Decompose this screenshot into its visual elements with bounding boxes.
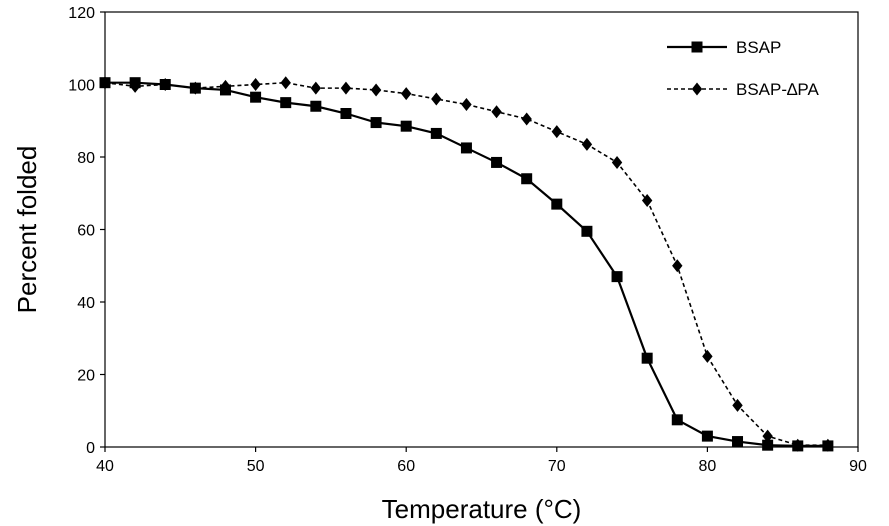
data-point	[822, 438, 834, 452]
data-point	[461, 97, 472, 111]
data-point	[551, 125, 562, 139]
data-point	[129, 79, 141, 93]
data-point	[250, 78, 261, 91]
data-point	[581, 137, 593, 151]
data-point	[551, 198, 563, 210]
y-tick-label: 120	[68, 5, 95, 22]
data-point	[521, 112, 532, 126]
data-point	[400, 120, 412, 132]
legend-item: BSAP-∆PA	[667, 80, 819, 99]
x-tick-label: 40	[96, 458, 114, 475]
y-tick-label: 0	[86, 440, 95, 457]
series-line	[105, 81, 828, 448]
y-tick-label: 60	[77, 223, 95, 240]
y-tick-label: 40	[77, 295, 95, 312]
data-point	[671, 414, 683, 426]
legend-label: BSAP-∆PA	[736, 80, 819, 99]
data-point	[611, 271, 623, 283]
data-point	[370, 117, 382, 129]
legend: BSAP BSAP-∆PA	[667, 38, 819, 99]
data-point	[581, 225, 593, 237]
data-point	[762, 439, 774, 451]
data-point	[220, 79, 231, 93]
data-point	[701, 430, 713, 442]
x-tick-label: 90	[849, 458, 867, 475]
y-tick-label: 20	[77, 368, 95, 385]
data-point	[491, 105, 502, 119]
data-point	[401, 87, 412, 101]
data-point	[280, 76, 291, 90]
x-tick-label: 70	[548, 458, 566, 475]
y-tick-label: 80	[77, 150, 95, 167]
data-point	[672, 259, 683, 273]
data-point	[430, 127, 442, 139]
series-layer	[99, 76, 834, 452]
data-point	[762, 429, 773, 443]
data-point	[732, 436, 744, 448]
x-axis-ticks: 40 50 60 70 80 90	[96, 447, 867, 475]
data-point	[611, 155, 623, 169]
data-point	[792, 438, 803, 452]
data-point	[250, 91, 262, 103]
data-point	[641, 194, 653, 207]
x-axis-title: Temperature (°C)	[382, 494, 582, 524]
data-point	[702, 349, 713, 363]
data-point	[340, 81, 352, 95]
data-point	[431, 92, 442, 106]
data-point	[340, 108, 352, 119]
series-line	[104, 81, 828, 446]
plot-border	[104, 11, 859, 448]
legend-label: BSAP	[736, 38, 781, 57]
x-tick-label: 50	[247, 458, 265, 475]
legend-marker	[691, 82, 703, 96]
data-point	[190, 81, 201, 95]
data-point	[310, 100, 322, 112]
data-point	[491, 156, 503, 168]
y-tick-label: 100	[68, 78, 95, 95]
data-point	[460, 142, 472, 154]
series-bsap	[99, 77, 834, 452]
data-point	[280, 97, 292, 109]
x-tick-label: 60	[397, 458, 415, 475]
data-point	[310, 81, 322, 95]
data-point	[370, 83, 382, 97]
data-point	[641, 352, 653, 364]
y-axis-ticks: 0 20 40 60 80 100 120	[68, 5, 105, 457]
data-point	[732, 398, 743, 412]
data-point	[99, 76, 111, 90]
legend-item: BSAP	[667, 38, 781, 57]
data-point	[160, 78, 171, 91]
plot-frame	[104, 11, 859, 448]
data-point	[521, 173, 533, 185]
series-bsap-dpa	[99, 76, 834, 452]
y-axis-title: Percent folded	[12, 146, 42, 314]
legend-marker	[691, 41, 703, 53]
x-tick-label: 80	[699, 458, 717, 475]
